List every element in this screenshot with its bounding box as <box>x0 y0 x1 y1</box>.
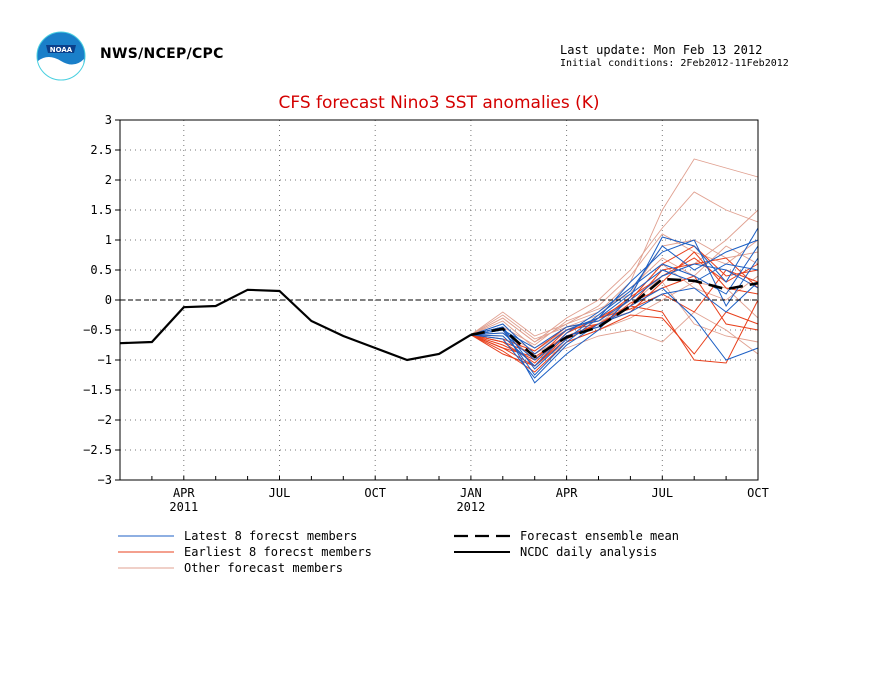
y-axis: 3 2.5 2 1.5 1 0.5 0 −0.5 −1 −1.5 −2 −2.5 −3 <box>83 113 120 487</box>
latest-member-line <box>470 281 759 379</box>
last-update-text: Last update: Mon Feb 13 2012 <box>560 43 763 57</box>
analysis-group <box>119 288 472 362</box>
x-tick-label: JUL <box>269 486 291 500</box>
plot-frame <box>119 119 759 481</box>
x-tick-label: OCT <box>747 486 769 500</box>
latest-member-line <box>470 239 759 370</box>
x-tick-label: APR <box>556 486 578 500</box>
y-tick-label: −0.5 <box>83 323 112 337</box>
legend-label: Other forecast members <box>184 561 343 575</box>
earliest-member-line <box>470 311 759 373</box>
y-tick-label: 2.5 <box>90 143 112 157</box>
x-tick-year: 2011 <box>169 500 198 514</box>
legend: Latest 8 forecst members Earliest 8 forec… <box>118 529 679 575</box>
x-tick-label: JAN <box>460 486 482 500</box>
latest-member-line <box>470 263 759 349</box>
x-tick-year: 2012 <box>456 500 485 514</box>
agency-label: NWS/NCEP/CPC <box>100 46 224 62</box>
ensemble-mean-group <box>470 277 759 359</box>
y-tick-label: −2 <box>98 413 112 427</box>
y-tick-label: 0 <box>105 293 112 307</box>
other-member-line <box>470 239 759 346</box>
x-tick-label: OCT <box>364 486 386 500</box>
other-member-line <box>470 158 759 337</box>
y-tick-label: −3 <box>98 473 112 487</box>
legend-label: Forecast ensemble mean <box>520 529 679 543</box>
ensemble-mean-line <box>470 277 759 359</box>
y-tick-label: −1 <box>98 353 112 367</box>
y-tick-label: −2.5 <box>83 443 112 457</box>
noaa-logo-icon: NOAA <box>36 31 86 81</box>
legend-label: Earliest 8 forecst members <box>184 545 372 559</box>
x-tick-label: APR <box>173 486 195 500</box>
grid <box>120 120 758 480</box>
chart-title: CFS forecast Nino3 SST anomalies (K) <box>278 93 599 113</box>
other-member-line <box>470 191 759 343</box>
y-tick-label: 3 <box>105 113 112 127</box>
y-tick-label: 1.5 <box>90 203 112 217</box>
earliest-member-line <box>470 257 759 352</box>
other-member-line <box>470 233 759 343</box>
initial-conditions-text: Initial conditions: 2Feb2012-11Feb2012 <box>560 58 789 69</box>
legend-label: NCDC daily analysis <box>520 545 657 559</box>
legend-label: Latest 8 forecst members <box>184 529 357 543</box>
y-tick-label: 1 <box>105 233 112 247</box>
logo-text: NOAA <box>50 46 73 54</box>
y-tick-label: −1.5 <box>83 383 112 397</box>
latest-member-line <box>470 287 759 361</box>
y-tick-label: 0.5 <box>90 263 112 277</box>
latest-member-line <box>470 227 759 384</box>
latest-members-group <box>470 227 759 384</box>
ncdc-analysis-line <box>119 288 472 362</box>
x-tick-label: JUL <box>651 486 673 500</box>
y-tick-label: 2 <box>105 173 112 187</box>
